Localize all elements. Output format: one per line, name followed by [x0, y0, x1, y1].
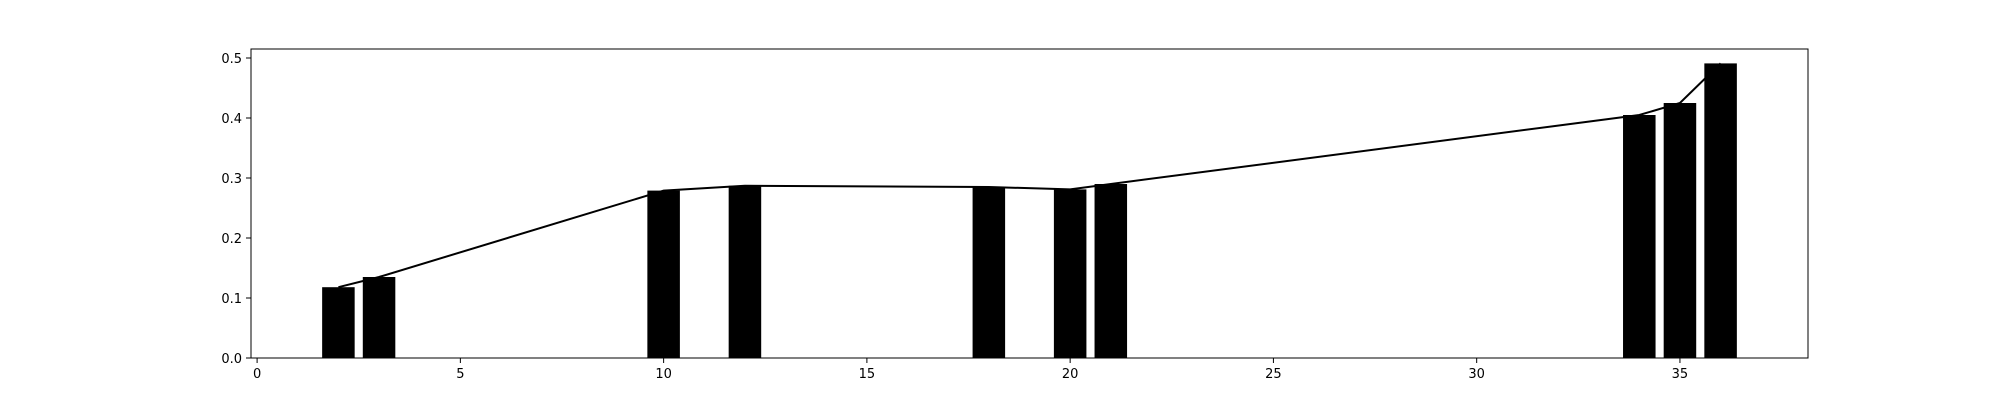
- bar: [1053, 189, 1087, 358]
- bar: [322, 287, 355, 358]
- bar: [728, 185, 762, 358]
- x-axis: 0 5 10 15 20 25 30 35: [253, 358, 1688, 382]
- y-tick-label: 0.5: [221, 52, 242, 67]
- bar: [1704, 63, 1737, 359]
- x-tick-label: 5: [456, 367, 464, 382]
- x-tick-label: 15: [859, 367, 876, 382]
- series-line: [338, 62, 1722, 289]
- x-tick-label: 30: [1468, 367, 1485, 382]
- bar: [1623, 115, 1656, 358]
- bar: [647, 190, 680, 358]
- y-tick-label: 0.4: [221, 112, 242, 127]
- y-tick-label: 0.2: [221, 232, 242, 247]
- x-tick-label: 20: [1062, 367, 1079, 382]
- bar-series: [322, 63, 1737, 359]
- bar: [1094, 184, 1128, 358]
- x-tick-label: 0: [253, 367, 261, 382]
- plot-area-frame: [250, 48, 1809, 359]
- x-tick-label: 10: [655, 367, 672, 382]
- bar: [972, 187, 1006, 358]
- line-series: [338, 62, 1722, 289]
- bar: [1663, 103, 1697, 358]
- x-tick-label: 25: [1265, 367, 1282, 382]
- y-tick-label: 0.3: [221, 172, 242, 187]
- bar: [362, 277, 396, 358]
- y-tick-label: 0.1: [221, 292, 242, 307]
- y-axis: 0.0 0.1 0.2 0.3 0.4 0.5: [221, 52, 251, 367]
- x-tick-label: 35: [1672, 367, 1689, 382]
- y-tick-label: 0.0: [221, 352, 242, 367]
